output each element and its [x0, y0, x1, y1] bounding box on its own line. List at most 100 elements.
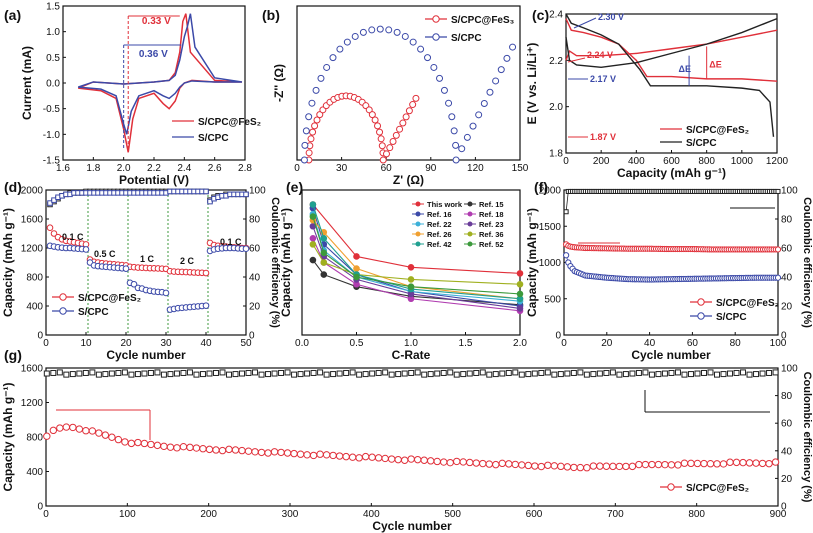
capacity-point-g	[88, 427, 97, 435]
y2-tick-label: 20	[249, 302, 261, 313]
y-tick-label: 800	[26, 433, 43, 444]
capacity-point-g	[420, 456, 428, 464]
ce-point-g	[134, 371, 141, 378]
capacity-point-g	[713, 460, 721, 468]
y-tick-label: 800	[26, 273, 43, 284]
y-tick-label: -1.0	[43, 130, 61, 141]
ce-point-g	[369, 370, 376, 377]
y-tick-label: 1.8	[549, 149, 563, 160]
ce-point-g	[245, 369, 252, 376]
y-tick-label: 2.0	[549, 102, 563, 113]
panel-label: (g)	[4, 347, 22, 363]
capacity-point-g	[342, 452, 350, 461]
ce-point-g	[434, 370, 441, 377]
ce-point-g	[551, 371, 558, 378]
capacity-point-g	[121, 438, 129, 446]
nyquist-point-1	[376, 25, 384, 33]
x-tick-label: 40	[644, 338, 656, 349]
ce-point-g	[147, 369, 154, 376]
x-axis-label: Cycle number	[631, 348, 711, 362]
capacity-point-g	[498, 459, 506, 468]
capacity-point-g	[518, 461, 526, 469]
cv-curve-1	[77, 13, 243, 135]
rate-label: 0.5 C	[94, 249, 116, 259]
x-tick-label: 1.6	[56, 163, 70, 174]
x-tick-label: 40	[200, 338, 212, 349]
ref-point-8	[309, 201, 317, 208]
ce-point-g	[193, 371, 200, 378]
ref-point-9	[407, 283, 415, 290]
y-tick-label: 2.4	[549, 10, 563, 21]
y2-axis-label: Coulombic efficiency (%)	[801, 197, 813, 328]
y-tick-label: 500	[544, 294, 561, 305]
x-tick-label: 60	[687, 338, 699, 349]
capacity-point-0	[46, 224, 54, 231]
x-tick-label: 0.0	[295, 338, 309, 349]
ce-point-g	[128, 371, 135, 378]
y2-tick-label: 0	[781, 331, 787, 342]
ce-point-g	[63, 371, 70, 378]
ce-point-g	[427, 371, 434, 378]
ce-point-g	[564, 370, 571, 377]
y-tick-label: 1000	[539, 258, 562, 269]
y-axis-label: Capacity (mAh g⁻¹)	[1, 382, 15, 491]
x-tick-label: 700	[607, 509, 624, 520]
ce-point-g	[395, 371, 402, 378]
legend-e-label: Ref. 42	[427, 240, 452, 249]
y-axis-label: Capacity (mAh g⁻¹)	[279, 208, 293, 317]
nyquist-point-1	[308, 99, 316, 107]
ce-point-g	[291, 371, 298, 378]
capacity-point-g	[270, 448, 279, 456]
x-tick-label: 600	[526, 509, 543, 520]
ce-point-g	[492, 371, 499, 378]
ce-point-g	[453, 371, 460, 378]
x-tick-label: 1.5	[459, 338, 473, 349]
ce-point-g	[56, 369, 63, 376]
legend-c-0-label: S/CPC@FeS₂	[686, 125, 749, 136]
y2-tick-label: 40	[781, 273, 793, 284]
capacity-point-g	[387, 455, 396, 463]
capacity-point-g	[466, 458, 474, 467]
ce-point-g	[538, 369, 545, 376]
capacity-point-g	[381, 454, 389, 463]
nyquist-point-1	[312, 86, 320, 94]
x-tick-label: 60	[381, 163, 393, 174]
capacity-point-g	[43, 432, 51, 440]
ref-point-0	[516, 270, 524, 277]
capacity-point-g	[147, 440, 155, 449]
x-tick-label: 50	[240, 338, 252, 349]
nyquist-tail-1	[492, 77, 500, 85]
nyquist-tail-0	[386, 144, 394, 152]
ce-point-g	[173, 370, 180, 377]
x-tick-label: 300	[282, 509, 299, 520]
nyquist-tail-0	[396, 125, 404, 133]
x-axis-label: Cycle number	[106, 348, 186, 362]
capacity-point-g	[316, 450, 324, 458]
nyquist-tail-0	[402, 113, 410, 121]
x-tick-label: 100	[119, 509, 136, 520]
nyquist-point-1	[430, 63, 438, 71]
ref-curve-3	[312, 238, 521, 312]
x-tick-label: 800	[688, 509, 705, 520]
ce-point-g	[525, 371, 532, 378]
panel-c: 0 200 400 600 800 1000 1200 1.8 2.0 2.2 2.4 Capacit…	[525, 7, 789, 180]
nyquist-tail-1	[497, 66, 505, 74]
ce-point-g	[648, 371, 655, 378]
y2-tick-label: 80	[249, 215, 261, 226]
capacity-point-g	[303, 451, 311, 459]
ref-point-9	[309, 213, 317, 220]
panel-e: 0.0 0.5 1.0 1.5 2.0 C-Rate Capacity (mAh g⁻¹) (…	[279, 179, 527, 362]
capacity-point-g	[700, 459, 708, 468]
ce-point-g	[531, 370, 538, 377]
ref-point-7	[407, 276, 415, 283]
annot-2-30: 2.30 V	[598, 12, 624, 22]
legend-b-0-marker	[432, 15, 440, 23]
y2-tick-label: 60	[249, 244, 261, 255]
legend-b-1-marker	[432, 33, 440, 41]
legend-e-marker	[415, 241, 421, 247]
nyquist-point-0	[378, 142, 386, 150]
legend-d-0-label: S/CPC@FeS₂	[78, 293, 141, 304]
nyquist-point-0	[377, 135, 385, 143]
capacity-point-g	[49, 426, 58, 435]
